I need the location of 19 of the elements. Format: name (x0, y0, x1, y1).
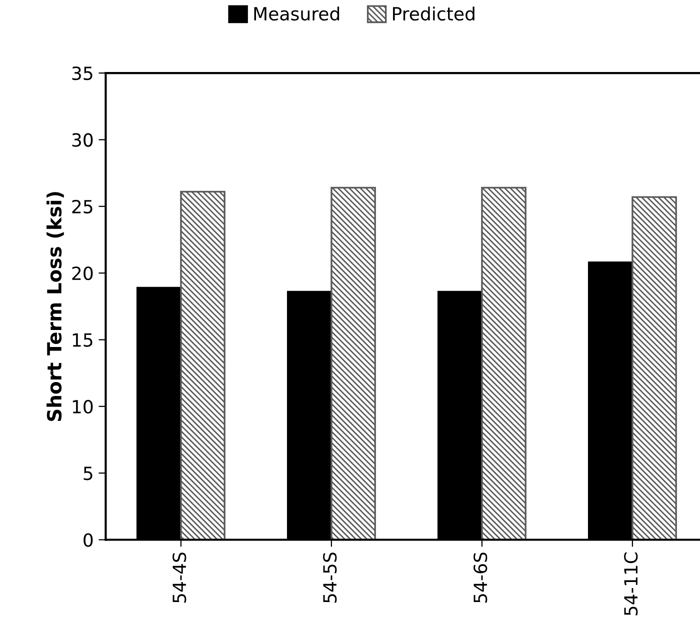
legend-label: Measured (254, 6, 340, 21)
y-tick-label: 0 (84, 533, 93, 547)
x-tick-label: 54-11C (624, 552, 638, 616)
y-tick-label: 30 (72, 133, 93, 147)
x-tick-label: 54-4S (172, 552, 186, 603)
x-tick-label: 54-5S (323, 552, 337, 603)
bar (632, 196, 677, 540)
y-tick-label: 5 (84, 466, 92, 480)
y-axis-title: Short Term Loss (ksi) (46, 192, 64, 421)
bar (180, 190, 226, 540)
y-tick-label: 35 (72, 66, 92, 80)
legend-label: Predicted (393, 6, 474, 21)
bar (481, 186, 526, 540)
bar (330, 186, 376, 540)
y-tick-label: 15 (72, 333, 92, 347)
x-tick-label: 54-6S (474, 552, 488, 603)
y-tick-label: 25 (72, 200, 92, 214)
y-tick-label: 10 (72, 400, 93, 414)
y-tick-label: 20 (72, 266, 93, 280)
